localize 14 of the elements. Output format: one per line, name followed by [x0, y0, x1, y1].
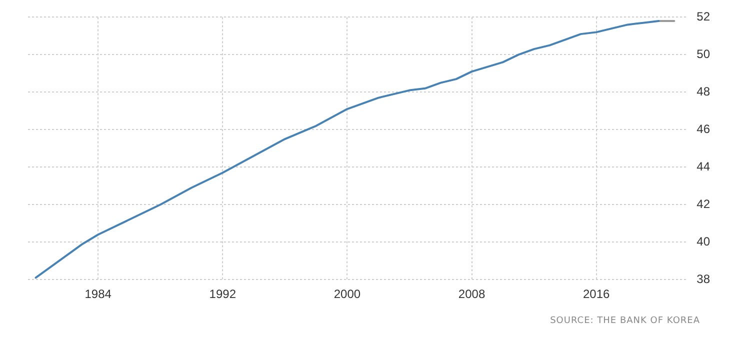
- y-tick-label: 48: [696, 84, 710, 98]
- x-tick-label: 2000: [334, 287, 361, 302]
- x-tick-label: 1992: [209, 287, 236, 302]
- source-note: SOURCE: THE BANK OF KOREA: [550, 316, 700, 326]
- y-tick-label: 44: [696, 159, 710, 174]
- y-tick-label: 46: [696, 122, 710, 136]
- x-tick-label: 2016: [582, 287, 610, 302]
- x-tick-label: 2008: [458, 287, 486, 302]
- y-tick-label: 42: [696, 196, 710, 211]
- x-tick-label: 1984: [84, 287, 112, 302]
- y-tick-label: 52: [696, 10, 710, 24]
- y-tick-label: 38: [696, 272, 710, 286]
- y-tick-label: 50: [696, 47, 710, 61]
- y-tick-label: 40: [696, 234, 710, 248]
